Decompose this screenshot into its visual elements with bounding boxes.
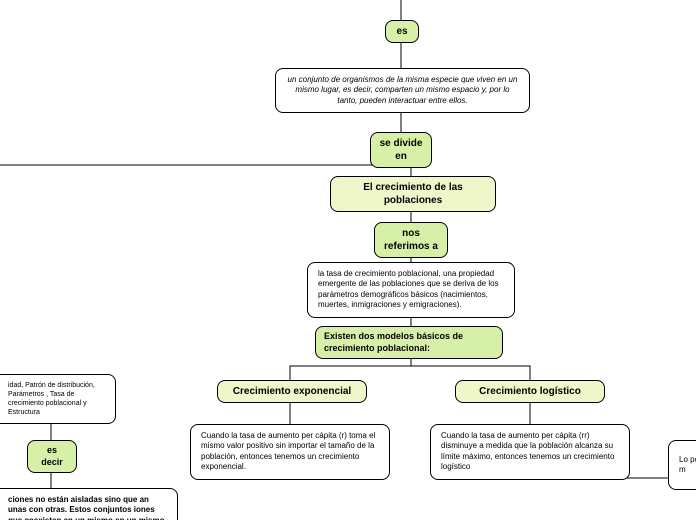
node-exp: Crecimiento exponencial bbox=[217, 380, 367, 403]
node-es: es bbox=[385, 20, 419, 43]
node-log: Crecimiento logístico bbox=[455, 380, 605, 403]
node-nosref: nos referimos a bbox=[374, 222, 448, 258]
concept-map-canvas: es un conjunto de organismos de la misma… bbox=[0, 0, 696, 520]
node-definicion: un conjunto de organismos de la misma es… bbox=[275, 68, 530, 113]
node-tasa: la tasa de crecimiento poblacional, una … bbox=[307, 262, 515, 318]
node-leftinfo2: ciones no están aisladas sino que an una… bbox=[0, 488, 178, 520]
node-esdecir: es decir bbox=[27, 440, 77, 473]
node-expdesc: Cuando la tasa de aumento per cápita (r)… bbox=[190, 424, 390, 480]
node-rightclip: Lo po po m bbox=[668, 440, 696, 490]
node-existen: Existen dos modelos básicos de crecimien… bbox=[315, 326, 503, 359]
node-sedivide: se divide en bbox=[370, 132, 432, 168]
node-leftinfo1: idad, Patrón de distribución, Parámetros… bbox=[0, 374, 116, 424]
node-logdesc: Cuando la tasa de aumento per cápita (rr… bbox=[430, 424, 630, 480]
node-crecpob: El crecimiento de las poblaciones bbox=[330, 176, 496, 212]
